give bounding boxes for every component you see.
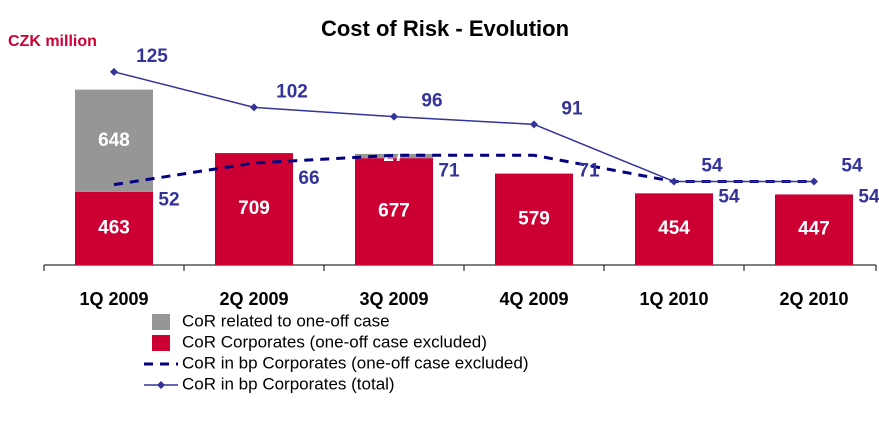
x-tick-label: 2Q 2009 — [219, 289, 288, 309]
line-value-label: 54 — [841, 156, 863, 177]
legend-label: CoR in bp Corporates (total) — [182, 374, 395, 393]
x-tick-label: 4Q 2009 — [499, 289, 568, 309]
legend-label: CoR Corporates (one-off case excluded) — [182, 332, 487, 351]
bar-value-label: 709 — [238, 198, 270, 219]
line-marker — [250, 103, 258, 112]
legend-swatch — [152, 314, 170, 330]
bar — [75, 89, 153, 192]
legend-label: CoR related to one-off case — [182, 311, 390, 330]
y-axis-label: CZK million — [8, 33, 97, 50]
legend-swatch — [152, 335, 170, 351]
line-marker — [390, 112, 398, 121]
x-tick-label: 3Q 2009 — [359, 289, 428, 309]
line-value-label: 52 — [158, 190, 179, 211]
line-value-label: 54 — [858, 187, 879, 208]
bar-value-label: 27 — [383, 145, 404, 166]
bar-value-label: 579 — [518, 208, 550, 229]
line-value-label: 96 — [421, 91, 442, 112]
bar-value-label: 463 — [98, 217, 130, 238]
x-tick-label: 1Q 2010 — [639, 289, 708, 309]
bar-value-label: 677 — [378, 201, 410, 222]
bar — [635, 193, 713, 265]
line — [113, 71, 814, 183]
legend-label: CoR in bp Corporates (one-off case exclu… — [182, 353, 528, 372]
bar-value-label: 447 — [798, 219, 830, 240]
bar-value-label: 454 — [658, 218, 690, 239]
x-tick-label: 1Q 2009 — [79, 289, 148, 309]
bar-value-label: 648 — [98, 130, 130, 151]
line-value-label: 54 — [718, 187, 740, 208]
line-value-label: 102 — [276, 81, 308, 102]
line-marker — [810, 177, 818, 186]
legend-marker — [157, 381, 165, 389]
bar — [355, 158, 433, 265]
line-value-label: 71 — [438, 160, 460, 181]
line-value-label: 71 — [578, 160, 600, 181]
bar — [355, 153, 433, 159]
x-tick-label: 2Q 2010 — [779, 289, 848, 309]
bar — [215, 153, 293, 265]
bar — [775, 194, 853, 265]
line-value-label: 91 — [561, 98, 583, 119]
line-value-label: 54 — [701, 156, 723, 177]
chart-title: Cost of Risk - Evolution — [321, 16, 569, 41]
line — [113, 153, 814, 187]
bar — [75, 191, 153, 265]
line-marker — [530, 120, 538, 129]
bar — [495, 173, 573, 265]
line-value-label: 66 — [298, 168, 319, 189]
line-value-label: 125 — [136, 46, 168, 67]
line-marker — [110, 67, 118, 76]
line-marker — [670, 177, 678, 186]
